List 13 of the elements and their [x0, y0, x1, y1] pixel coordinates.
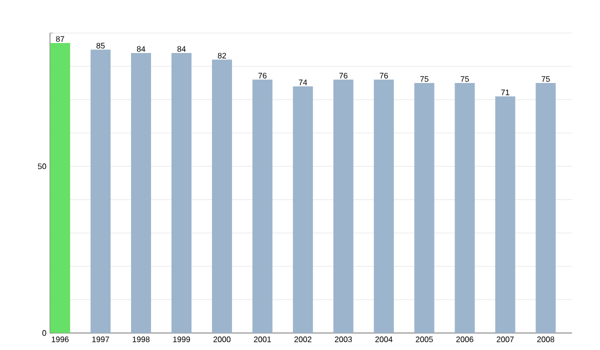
bar [536, 83, 556, 333]
bar [50, 43, 70, 333]
bar [252, 80, 272, 333]
bar [454, 83, 475, 333]
bar [90, 50, 111, 333]
bar [333, 80, 354, 333]
bar [172, 53, 192, 333]
bar [212, 60, 232, 333]
bar [374, 80, 394, 333]
bar [131, 53, 152, 333]
bar [292, 86, 313, 333]
bar [495, 96, 516, 333]
bar [414, 83, 434, 333]
